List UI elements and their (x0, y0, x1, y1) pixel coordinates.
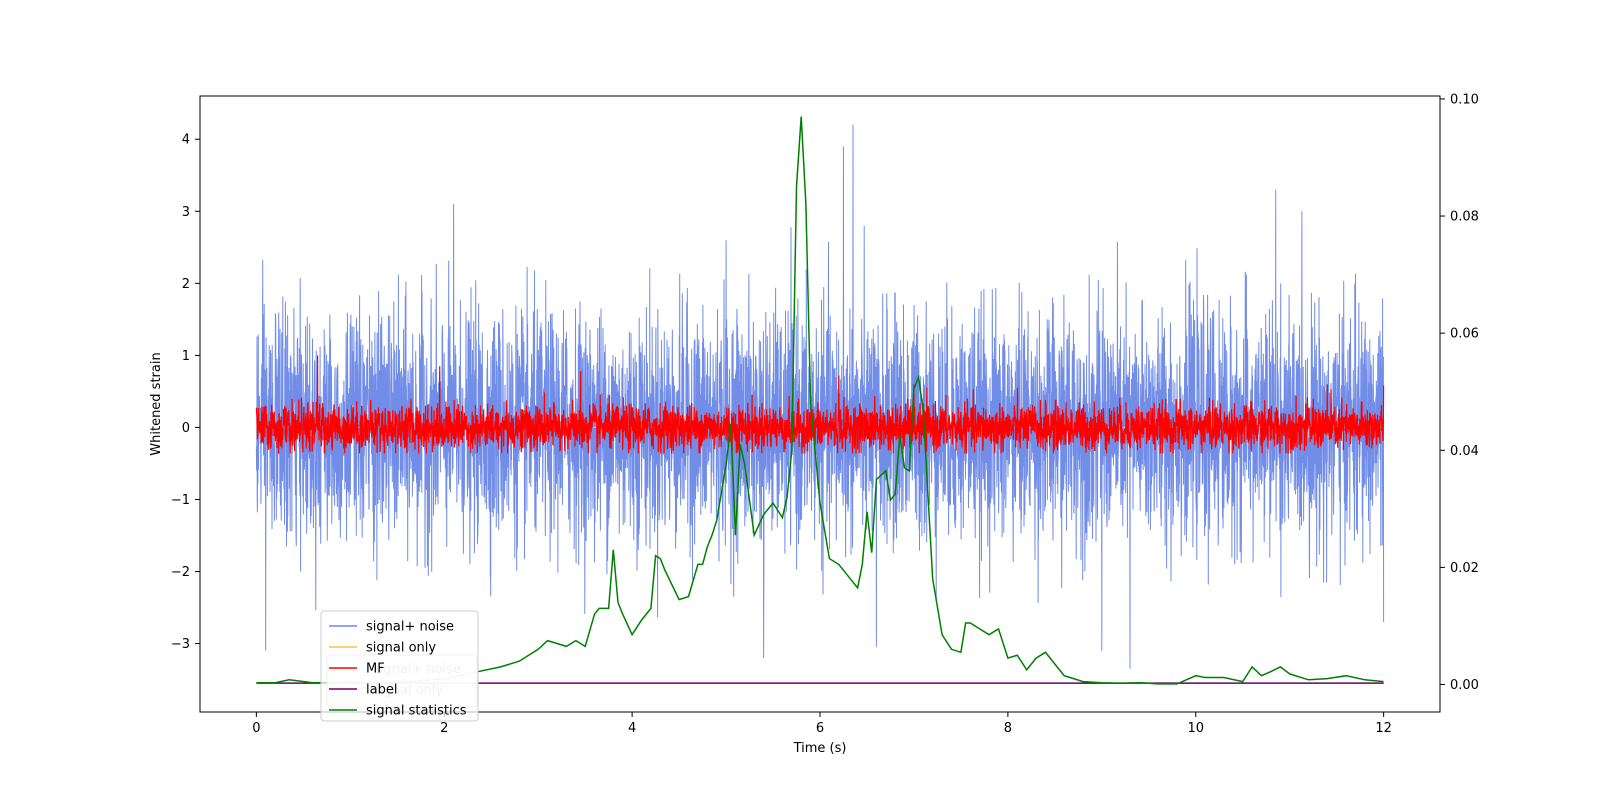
y-tick-label: 4 (182, 133, 190, 148)
y-tick-label: 2 (182, 277, 190, 292)
x-tick-label: 0 (252, 721, 260, 736)
y-tick-label: 1 (182, 349, 190, 364)
x-tick-label: 8 (1004, 721, 1012, 736)
legend-label: signal statistics (366, 704, 467, 719)
legend-box (320, 610, 479, 722)
x-tick-label: 10 (1187, 721, 1204, 736)
legend-label: MF (366, 662, 385, 677)
y-right-tick-label: 0.08 (1450, 210, 1479, 225)
series-signal-statistics-line (256, 116, 1384, 685)
legend-label: label (366, 683, 397, 698)
y-tick-label: 0 (182, 421, 190, 436)
x-tick-label: 4 (628, 721, 636, 736)
x-tick-label: 6 (816, 721, 824, 736)
y-axis-right: 0.00 0.02 0.04 0.06 0.08 0.10 (1440, 92, 1479, 693)
y-right-tick-label: 0.02 (1450, 561, 1479, 576)
legend-label: signal+ noise (366, 620, 454, 635)
x-axis: 0 2 4 6 8 10 12 (252, 712, 1392, 736)
y-tick-label: −2 (171, 565, 190, 580)
y-right-tick-label: 0.04 (1450, 444, 1479, 459)
y-tick-label: 3 (182, 205, 190, 220)
x-tick-label: 12 (1375, 721, 1392, 736)
series-mf-line (255, 355, 1385, 454)
y-axis-title: Whitened strain (149, 352, 164, 455)
y-tick-label: −3 (171, 637, 190, 652)
x-axis-title: Time (s) (793, 741, 847, 756)
y-axis-left: −3 −2 −1 0 1 2 3 4 (171, 133, 200, 652)
y-right-tick-label: 0.00 (1450, 678, 1479, 693)
legend-label: signal only (366, 641, 436, 656)
y-tick-label: −1 (171, 493, 190, 508)
y-right-tick-label: 0.10 (1450, 92, 1479, 107)
y-right-tick-label: 0.06 (1450, 327, 1479, 342)
x-tick-label: 2 (440, 721, 448, 736)
